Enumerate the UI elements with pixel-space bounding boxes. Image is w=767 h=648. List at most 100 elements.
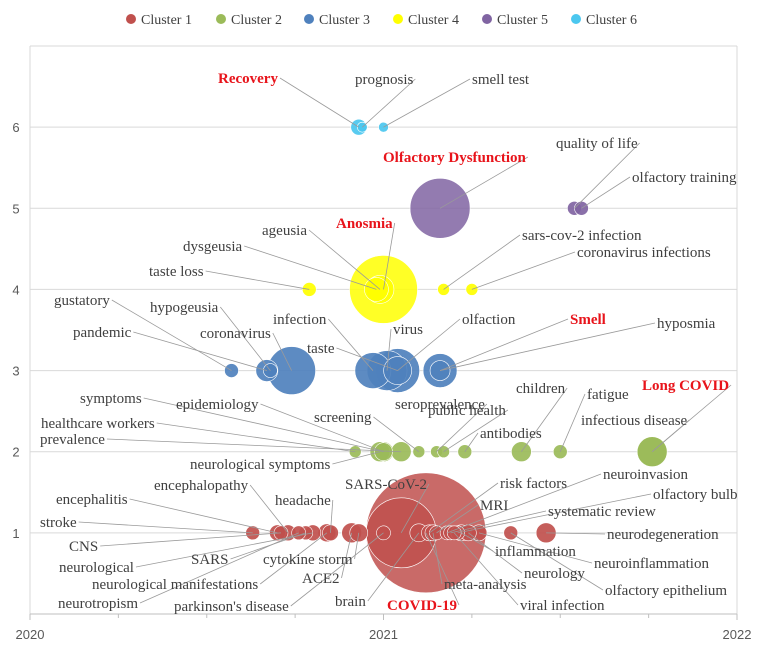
legend-swatch-cluster-5 bbox=[482, 14, 492, 24]
data-label-coronavirus-infections: coronavirus infections bbox=[577, 245, 711, 261]
x-tick-label-2022: 2022 bbox=[723, 627, 752, 642]
data-label-coronavirus: coronavirus bbox=[200, 326, 271, 342]
leader-line-smell bbox=[439, 318, 569, 371]
leader-line-healthcare-workers bbox=[156, 422, 356, 453]
data-label-anosmia: Anosmia bbox=[336, 216, 393, 232]
data-label-parkinson-s-disease: parkinson's disease bbox=[174, 599, 289, 615]
legend-swatch-cluster-6 bbox=[571, 14, 581, 24]
leader-line-stroke bbox=[78, 521, 253, 534]
legend-swatch-cluster-3 bbox=[304, 14, 314, 24]
y-tick-label-3: 3 bbox=[12, 364, 19, 379]
x-tick-label-2020: 2020 bbox=[16, 627, 45, 642]
data-label-cns: CNS bbox=[69, 539, 98, 555]
y-tick-label-5: 5 bbox=[12, 201, 19, 216]
leader-line-quality-of-life bbox=[574, 142, 640, 209]
leader-line-recovery bbox=[279, 77, 359, 128]
leader-line-virus bbox=[386, 328, 392, 371]
leader-line-neurological-manifestations bbox=[259, 532, 328, 585]
leader-line-ace2 bbox=[341, 532, 353, 579]
legend-label-cluster-3: Cluster 3 bbox=[319, 13, 370, 28]
data-label-neurotropism: neurotropism bbox=[58, 596, 138, 612]
legend-label-cluster-1: Cluster 1 bbox=[141, 13, 192, 28]
leader-line-coronavirus bbox=[272, 332, 292, 371]
data-label-encephalopathy: encephalopathy bbox=[154, 478, 249, 494]
data-label-sars-cov-2: SARS-CoV-2 bbox=[345, 477, 427, 493]
data-label-sars: SARS bbox=[191, 552, 229, 568]
data-label-children: children bbox=[516, 381, 566, 397]
legend: Cluster 1 Cluster 2 Cluster 3 Cluster 4 Clus… bbox=[126, 13, 637, 28]
legend-swatch-cluster-1 bbox=[126, 14, 136, 24]
data-label-prevalence: prevalence bbox=[40, 432, 105, 448]
data-label-meta-analysis: meta-analysis bbox=[444, 577, 527, 593]
data-labels: Recovery prognosis smell test Olfactory Dys… bbox=[40, 71, 738, 615]
legend-swatch-cluster-4 bbox=[393, 14, 403, 24]
leader-line-mri bbox=[436, 504, 479, 534]
leader-line-anosmia bbox=[383, 222, 396, 290]
leader-line-risk-factors bbox=[429, 482, 499, 534]
data-label-neurological-manifestations: neurological manifestations bbox=[92, 577, 258, 593]
leader-line-taste-loss bbox=[205, 270, 310, 290]
data-label-infection: infection bbox=[273, 312, 327, 328]
leader-line-headache bbox=[330, 499, 334, 533]
data-label-taste-loss: taste loss bbox=[149, 264, 204, 280]
leader-line-screening bbox=[373, 416, 420, 453]
data-label-hypogeusia: hypogeusia bbox=[150, 300, 219, 316]
data-label-ace2: ACE2 bbox=[302, 571, 340, 587]
leader-line-sars-cov-2-infection bbox=[443, 234, 521, 290]
data-label-antibodies: antibodies bbox=[480, 426, 542, 442]
leader-line-infectious-disease bbox=[651, 419, 690, 453]
data-label-olfactory-training: olfactory training bbox=[632, 170, 737, 186]
data-label-olfaction: olfaction bbox=[462, 312, 516, 328]
data-label-neuroinflammation: neuroinflammation bbox=[594, 556, 709, 572]
leader-line-olfactory-dysfunction bbox=[439, 156, 529, 209]
leader-line-neurodegeneration bbox=[546, 532, 606, 535]
data-label-olfactory-epithelium: olfactory epithelium bbox=[605, 583, 727, 599]
legend-label-cluster-6: Cluster 6 bbox=[586, 13, 637, 28]
data-label-neuroinvasion: neuroinvasion bbox=[603, 467, 688, 483]
leader-line-infection bbox=[328, 318, 374, 371]
data-label-olfactory-bulb: olfactory bulb bbox=[653, 487, 738, 503]
data-label-ageusia: ageusia bbox=[262, 223, 307, 239]
leader-line-taste bbox=[336, 347, 398, 371]
data-label-viral-infection: viral infection bbox=[520, 598, 605, 614]
leader-line-neuroinvasion bbox=[446, 473, 602, 534]
leader-line-neurotropism bbox=[139, 532, 299, 604]
data-label-mri: MRI bbox=[480, 498, 508, 514]
leader-line-gustatory bbox=[111, 299, 232, 371]
data-label-neurological: neurological bbox=[59, 560, 134, 576]
data-label-encephalitis: encephalitis bbox=[56, 492, 128, 508]
y-tick-label-6: 6 bbox=[12, 120, 19, 135]
leader-line-children bbox=[521, 387, 568, 452]
leader-line-hypogeusia bbox=[220, 306, 271, 371]
leader-line-fatigue bbox=[559, 393, 586, 452]
leader-line-sars-cov-2 bbox=[400, 483, 430, 534]
data-label-hyposmia: hyposmia bbox=[657, 316, 716, 332]
leader-line-olfactory-epithelium bbox=[510, 532, 604, 591]
data-label-taste: taste bbox=[307, 341, 335, 357]
leader-line-prevalence bbox=[106, 438, 402, 453]
data-label-public-health: public health bbox=[428, 403, 506, 419]
leader-line-symptoms bbox=[143, 397, 384, 453]
legend-label-cluster-2: Cluster 2 bbox=[231, 13, 282, 28]
leader-line-antibodies bbox=[464, 432, 479, 452]
data-label-dysgeusia: dysgeusia bbox=[183, 239, 243, 255]
leader-line-smell-test bbox=[383, 78, 471, 128]
data-label-headache: headache bbox=[275, 493, 331, 509]
data-label-risk-factors: risk factors bbox=[500, 476, 567, 492]
data-label-olfactory-dysfunction: Olfactory Dysfunction bbox=[383, 150, 527, 166]
data-label-screening: screening bbox=[314, 410, 372, 426]
data-label-neurological-symptoms: neurological symptoms bbox=[190, 457, 331, 473]
leader-line-covid-19 bbox=[425, 532, 460, 606]
leader-line-public-health bbox=[443, 409, 509, 453]
data-label-pandemic: pandemic bbox=[73, 325, 132, 341]
data-label-systematic-review: systematic review bbox=[548, 504, 656, 520]
axes: 1 2 3 4 5 6 2020 2021 2022 bbox=[12, 45, 752, 642]
leader-line-meta-analysis bbox=[432, 532, 443, 585]
data-label-brain: brain bbox=[335, 594, 366, 610]
leader-line-olfactory-training bbox=[581, 176, 631, 209]
y-tick-label-2: 2 bbox=[12, 445, 19, 460]
leader-line-olfaction bbox=[397, 318, 461, 371]
data-label-virus: virus bbox=[393, 322, 423, 338]
leader-line-hyposmia bbox=[439, 322, 656, 371]
